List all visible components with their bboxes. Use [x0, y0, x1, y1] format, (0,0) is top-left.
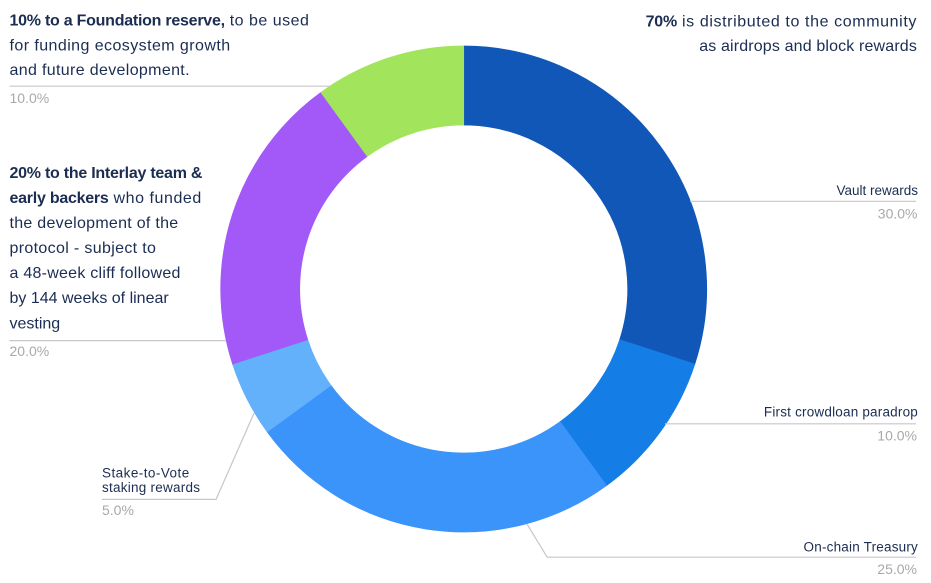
svg-text:early backers who funded: early backers who funded	[10, 190, 202, 207]
svg-text:as airdrops and block rewards: as airdrops and block rewards	[699, 38, 917, 55]
svg-text:and future development.: and future development.	[10, 62, 190, 79]
svg-text:the development of the: the development of the	[10, 215, 179, 232]
svg-text:On-chain Treasury: On-chain Treasury	[804, 540, 918, 555]
svg-text:protocol - subject to: protocol - subject to	[10, 240, 157, 257]
svg-text:20% to the Interlay team &: 20% to the Interlay team &	[10, 165, 203, 182]
svg-text:staking rewards: staking rewards	[102, 480, 200, 495]
svg-text:vesting: vesting	[10, 315, 61, 332]
svg-text:20.0%: 20.0%	[10, 343, 50, 359]
svg-text:30.0%: 30.0%	[878, 205, 918, 221]
svg-text:10.0%: 10.0%	[877, 427, 917, 443]
svg-text:Vault rewards: Vault rewards	[836, 183, 918, 198]
svg-text:10% to a Foundation reserve, t: 10% to a Foundation reserve, to be used	[10, 13, 310, 30]
svg-text:5.0%: 5.0%	[102, 502, 134, 518]
svg-text:First crowdloan paradrop: First crowdloan paradrop	[764, 405, 918, 420]
svg-text:10.0%: 10.0%	[10, 90, 50, 106]
svg-text:Stake-to-Vote: Stake-to-Vote	[102, 466, 190, 481]
svg-text:for funding ecosystem growth: for funding ecosystem growth	[10, 37, 231, 54]
svg-text:70% is distributed to the comm: 70% is distributed to the community	[646, 14, 917, 31]
svg-text:25.0%: 25.0%	[877, 561, 917, 577]
svg-text:by 144 weeks of linear: by 144 weeks of linear	[10, 290, 170, 307]
svg-text:a 48-week cliff followed: a 48-week cliff followed	[10, 265, 181, 282]
